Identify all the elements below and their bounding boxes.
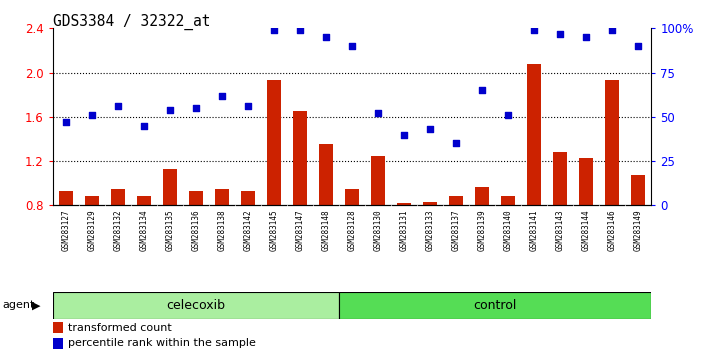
Bar (397, 203, 411, 294)
Text: GDS3384 / 32322_at: GDS3384 / 32322_at (53, 14, 210, 30)
Text: GSM283128: GSM283128 (348, 210, 356, 251)
Point (607, 27, 618, 33)
Text: percentile rank within the sample: percentile rank within the sample (68, 338, 256, 348)
Point (190, 105, 201, 111)
Text: GSM283132: GSM283132 (113, 210, 122, 251)
Text: GSM283145: GSM283145 (270, 210, 279, 251)
Point (398, 132, 410, 137)
Text: agent: agent (2, 300, 34, 310)
Text: GSM283143: GSM283143 (555, 210, 565, 251)
Bar (631, 176, 646, 294)
Bar (189, 191, 203, 294)
Text: GSM283135: GSM283135 (165, 210, 175, 251)
Bar (111, 189, 125, 294)
Point (164, 107, 175, 113)
Text: GSM283136: GSM283136 (191, 210, 201, 251)
Bar (605, 80, 620, 294)
Point (425, 126, 436, 132)
Text: GSM283127: GSM283127 (61, 210, 70, 251)
Text: GSM283142: GSM283142 (244, 210, 253, 251)
Bar (267, 80, 281, 294)
Bar (319, 144, 333, 294)
Point (346, 43, 358, 49)
Text: GSM283140: GSM283140 (503, 210, 513, 251)
Text: GSM283138: GSM283138 (218, 210, 227, 251)
Bar (53, 322, 63, 333)
Text: GSM283134: GSM283134 (139, 210, 149, 251)
Text: GSM283137: GSM283137 (451, 210, 460, 251)
Text: celecoxib: celecoxib (166, 299, 225, 312)
Point (138, 123, 149, 129)
Bar (84, 196, 99, 294)
Bar (53, 292, 339, 319)
Text: GSM283144: GSM283144 (582, 210, 591, 251)
Point (477, 87, 488, 93)
Bar (293, 111, 307, 294)
Bar (449, 196, 463, 294)
Bar (163, 169, 177, 294)
Point (581, 34, 592, 40)
Bar (215, 189, 229, 294)
Bar (501, 196, 515, 294)
Bar (579, 158, 593, 294)
Text: GSM283131: GSM283131 (400, 210, 408, 251)
Text: GSM283146: GSM283146 (608, 210, 617, 251)
Point (268, 27, 279, 33)
Point (555, 31, 566, 36)
Bar (339, 292, 651, 319)
Point (112, 103, 123, 109)
Bar (53, 338, 63, 349)
Bar (58, 191, 73, 294)
Point (294, 27, 306, 33)
Text: GSM283133: GSM283133 (425, 210, 434, 251)
Bar (345, 189, 359, 294)
Bar (371, 155, 385, 294)
Bar (553, 152, 567, 294)
Bar (423, 202, 437, 294)
Text: GSM283139: GSM283139 (477, 210, 486, 251)
Point (242, 103, 253, 109)
Point (320, 34, 332, 40)
Point (503, 112, 514, 118)
Point (216, 93, 227, 98)
Text: GSM283148: GSM283148 (322, 210, 330, 251)
Bar (241, 191, 255, 294)
Text: GSM283130: GSM283130 (374, 210, 382, 251)
Point (451, 141, 462, 146)
Bar (475, 187, 489, 294)
Text: transformed count: transformed count (68, 322, 172, 332)
Bar (137, 196, 151, 294)
Point (372, 110, 384, 116)
Text: GSM283149: GSM283149 (634, 210, 643, 251)
Text: ▶: ▶ (32, 300, 40, 310)
Text: GSM283147: GSM283147 (296, 210, 304, 251)
Text: GSM283129: GSM283129 (87, 210, 96, 251)
Point (633, 43, 644, 49)
Point (529, 27, 540, 33)
Bar (527, 64, 541, 294)
Point (86, 112, 97, 118)
Point (60, 119, 71, 125)
Text: control: control (473, 299, 517, 312)
Text: GSM283141: GSM283141 (529, 210, 539, 251)
